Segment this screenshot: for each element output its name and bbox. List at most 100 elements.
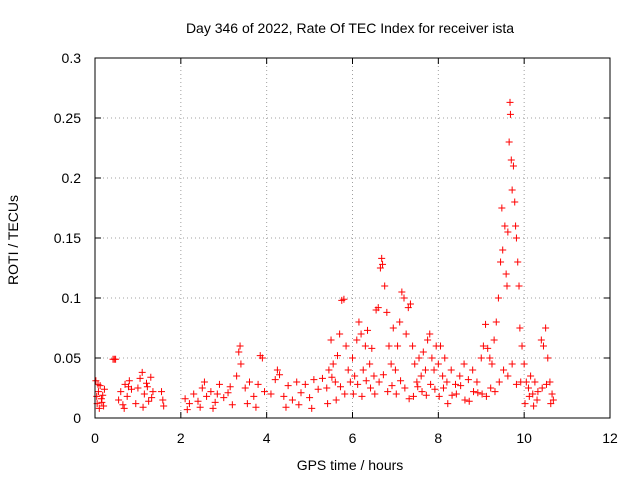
data-point — [241, 384, 249, 392]
data-point — [374, 304, 382, 312]
data-point — [478, 390, 486, 398]
data-point — [246, 378, 253, 386]
data-point — [306, 394, 314, 402]
data-point — [422, 391, 430, 399]
data-point — [514, 258, 522, 266]
data-point — [351, 372, 359, 380]
data-point — [94, 380, 102, 388]
data-point — [505, 138, 513, 146]
data-point — [499, 246, 507, 254]
data-point — [349, 354, 356, 362]
data-point — [375, 378, 383, 386]
data-point — [371, 390, 379, 398]
data-point — [388, 382, 396, 390]
data-point — [125, 377, 133, 385]
data-point — [209, 404, 217, 412]
data-point — [92, 377, 100, 385]
data-point — [435, 392, 443, 400]
data-point — [378, 254, 386, 262]
y-tick-label: 0.3 — [62, 50, 82, 66]
data-point — [524, 384, 532, 392]
y-tick-label: 0.25 — [54, 110, 81, 126]
data-point — [402, 330, 410, 338]
data-point — [301, 380, 309, 388]
data-point — [293, 378, 301, 386]
data-point — [228, 401, 236, 409]
data-point — [367, 384, 375, 392]
x-tick-label: 12 — [602, 430, 618, 446]
data-point — [439, 384, 447, 392]
data-point — [308, 404, 316, 412]
data-point — [261, 388, 269, 396]
data-point — [213, 390, 221, 398]
data-point — [359, 366, 367, 374]
data-point — [138, 368, 146, 376]
data-point — [364, 326, 372, 334]
data-point — [139, 403, 147, 411]
data-point — [491, 388, 499, 396]
data-point — [542, 324, 550, 332]
data-point — [479, 342, 487, 350]
data-point — [507, 156, 515, 164]
data-point — [284, 382, 292, 390]
data-point — [391, 366, 399, 374]
data-point — [148, 394, 156, 402]
data-point — [521, 400, 529, 408]
data-point — [94, 388, 102, 396]
y-tick-label: 0.15 — [54, 230, 81, 246]
data-point — [401, 384, 409, 392]
grid-lines — [95, 58, 610, 418]
data-point — [413, 378, 421, 386]
data-point — [414, 383, 422, 391]
data-point — [473, 378, 481, 386]
data-point — [400, 294, 408, 302]
data-point — [100, 402, 108, 410]
data-point — [134, 384, 142, 392]
data-point — [297, 389, 305, 397]
data-point — [383, 308, 391, 316]
data-point — [115, 396, 123, 404]
data-point — [474, 389, 482, 397]
data-point — [357, 330, 365, 338]
data-point — [329, 360, 337, 368]
data-point — [280, 392, 288, 400]
data-point — [527, 372, 535, 380]
data-point — [349, 390, 357, 398]
data-point — [370, 372, 378, 380]
axis-ticks: 0 2 4 6 8 10 12 0 0.05 0.1 0.15 0.2 0.25 0.3 — [54, 50, 618, 446]
data-point — [379, 260, 387, 268]
chart-title: Day 346 of 2022, Rate Of TEC Index for r… — [186, 20, 514, 36]
data-point — [495, 378, 503, 386]
y-tick-label: 0 — [73, 410, 81, 426]
data-point — [132, 400, 140, 408]
data-point — [143, 383, 151, 391]
data-point — [534, 388, 542, 396]
data-point — [409, 342, 417, 350]
y-axis-label: ROTI / TECUs — [5, 195, 21, 285]
data-point — [282, 403, 290, 411]
data-point — [544, 354, 552, 362]
data-point — [516, 324, 524, 332]
data-point — [381, 282, 389, 290]
data-point — [288, 396, 296, 404]
data-point — [362, 377, 370, 385]
data-point — [100, 385, 108, 393]
data-point — [358, 392, 366, 400]
data-point — [120, 404, 128, 412]
data-point — [411, 360, 419, 368]
data-point — [504, 372, 512, 380]
data-point — [140, 390, 148, 398]
data-point — [549, 396, 557, 404]
data-point — [452, 380, 459, 388]
data-point — [396, 318, 404, 326]
data-point — [452, 390, 460, 398]
data-point — [548, 390, 556, 398]
data-point — [428, 354, 436, 362]
data-point — [332, 396, 340, 404]
data-point — [342, 342, 350, 350]
data-point — [503, 282, 511, 290]
data-point — [250, 392, 258, 400]
data-point — [318, 374, 326, 382]
data-point — [522, 378, 530, 386]
